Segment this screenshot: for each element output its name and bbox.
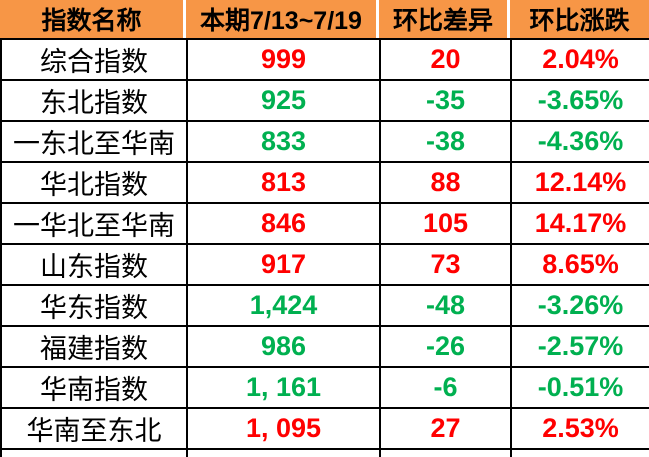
current-value-cell: 917	[188, 245, 381, 286]
diff-value-cell: -6	[381, 368, 512, 409]
index-name-cell: 福建指数	[2, 327, 188, 368]
index-name-cell: 综合指数	[2, 40, 188, 81]
diff-value-cell: 20	[381, 40, 512, 81]
diff-value-cell: -38	[381, 122, 512, 163]
pct-value-cell: 8.65%	[512, 245, 649, 286]
pct-value-cell: -4.36%	[512, 122, 649, 163]
pct-value-cell: -3.65%	[512, 81, 649, 122]
index-name-cell: 华南至华北	[2, 450, 188, 457]
diff-value-cell: -26	[381, 327, 512, 368]
diff-value-cell: 105	[381, 204, 512, 245]
pct-value-cell: 12.14%	[512, 163, 649, 204]
index-name-cell: 华南至东北	[2, 409, 188, 450]
index-name-cell: 东北指数	[2, 81, 188, 122]
current-value-cell: 1, 161	[188, 368, 381, 409]
pct-value-cell: -3.26%	[512, 286, 649, 327]
diff-value-cell: -1	[381, 450, 512, 457]
index-name-cell: 一华北至华南	[2, 204, 188, 245]
table-header-row: 指数名称 本期7/13~7/19 环比差异 环比涨跌	[0, 0, 649, 38]
index-name-cell: 山东指数	[2, 245, 188, 286]
table-body: 综合指数 999 20 2.04% 东北指数 925 -35 -3.65% 一东…	[0, 38, 649, 457]
pct-value-cell: 2.53%	[512, 409, 649, 450]
current-value-cell: 813	[188, 163, 381, 204]
pct-value-cell: -2.57%	[512, 327, 649, 368]
pct-value-cell: -0.08%	[512, 450, 649, 457]
header-cell-chain-change: 环比涨跌	[510, 0, 649, 38]
header-cell-chain-diff: 环比差异	[379, 0, 510, 38]
current-value-cell: 1, 208	[188, 450, 381, 457]
diff-value-cell: -35	[381, 81, 512, 122]
index-name-cell: 华北指数	[2, 163, 188, 204]
current-value-cell: 846	[188, 204, 381, 245]
current-value-cell: 1,424	[188, 286, 381, 327]
current-value-cell: 999	[188, 40, 381, 81]
diff-value-cell: 27	[381, 409, 512, 450]
current-value-cell: 925	[188, 81, 381, 122]
pct-value-cell: 2.04%	[512, 40, 649, 81]
header-cell-current-period: 本期7/13~7/19	[186, 0, 379, 38]
pct-value-cell: 14.17%	[512, 204, 649, 245]
header-cell-index-name: 指数名称	[0, 0, 186, 38]
index-name-cell: 一东北至华南	[2, 122, 188, 163]
index-name-cell: 华东指数	[2, 286, 188, 327]
current-value-cell: 986	[188, 327, 381, 368]
current-value-cell: 1, 095	[188, 409, 381, 450]
diff-value-cell: 73	[381, 245, 512, 286]
index-name-cell: 华南指数	[2, 368, 188, 409]
pct-value-cell: -0.51%	[512, 368, 649, 409]
current-value-cell: 833	[188, 122, 381, 163]
diff-value-cell: 88	[381, 163, 512, 204]
diff-value-cell: -48	[381, 286, 512, 327]
